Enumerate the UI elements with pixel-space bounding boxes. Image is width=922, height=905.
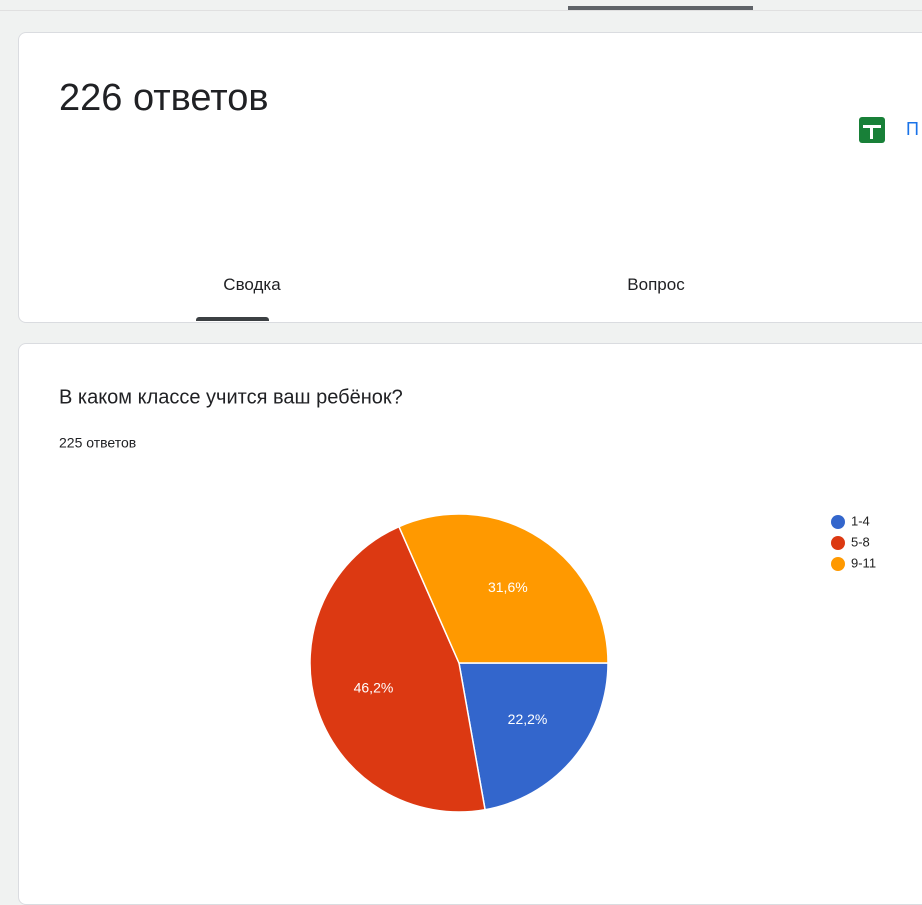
page: 226 ответов П Сводка Вопрос В каком клас… [0, 6, 922, 905]
legend-swatch [831, 536, 845, 550]
sheets-icon[interactable] [859, 117, 885, 143]
legend-swatch [831, 557, 845, 571]
legend-swatch [831, 515, 845, 529]
header-card: 226 ответов П Сводка Вопрос [18, 32, 922, 323]
sheets-link[interactable]: П [906, 119, 919, 139]
legend-label: 9-11 [851, 555, 876, 570]
tab-underline [196, 317, 269, 321]
chart-title: В каком классе учится ваш ребёнок? [59, 386, 403, 408]
slice-label: 46,2% [354, 680, 394, 696]
tab-indicator [568, 6, 753, 10]
tab[interactable]: Вопрос [627, 275, 685, 294]
pie-slice [458, 662, 609, 811]
chart-subtitle: 225 ответов [59, 435, 136, 451]
legend-label: 5-8 [851, 534, 870, 549]
tab[interactable]: Сводка [223, 275, 281, 294]
response-count: 226 ответов [59, 77, 269, 119]
chart: В каком классе учится ваш ребёнок? 225 о… [59, 386, 876, 813]
divider [0, 10, 922, 11]
legend-label: 1-4 [851, 513, 870, 528]
slice-label: 22,2% [508, 711, 548, 727]
pie-slice [397, 513, 609, 664]
pie-slice [309, 525, 486, 813]
slice-label: 31,6% [488, 579, 528, 595]
